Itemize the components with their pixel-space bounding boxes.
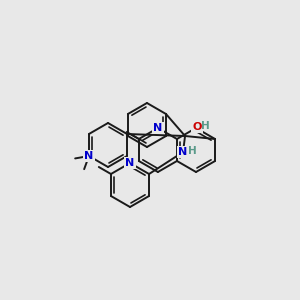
Text: N: N — [153, 123, 163, 133]
Text: N: N — [125, 158, 135, 168]
Text: N: N — [178, 147, 188, 157]
Text: N: N — [84, 151, 94, 161]
Text: H: H — [188, 146, 197, 156]
Text: H: H — [201, 121, 209, 131]
Text: O: O — [192, 122, 202, 132]
